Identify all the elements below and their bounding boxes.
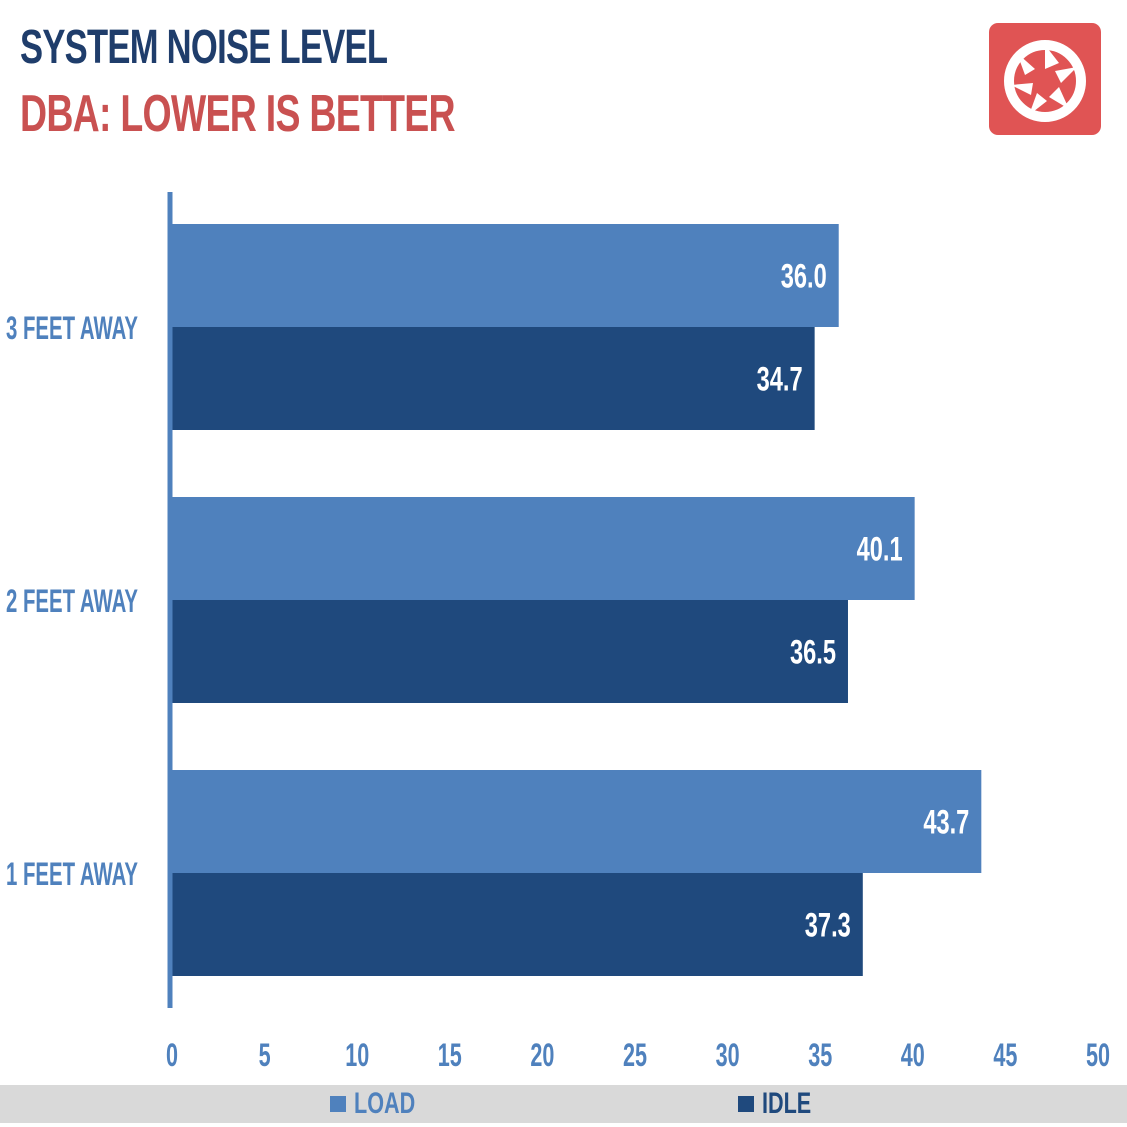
x-tick-label-50: 50 <box>1086 1037 1110 1073</box>
category-label-2-feet-away: 2 FEET AWAY <box>6 583 138 619</box>
legend-label-idle: IDLE <box>762 1087 812 1120</box>
x-tick-label-15: 15 <box>438 1037 462 1073</box>
data-label-load-3-feet-away: 36.0 <box>781 258 827 296</box>
data-label-idle-2-feet-away: 36.5 <box>790 634 836 672</box>
legend-swatch-load <box>330 1096 346 1112</box>
legend-label-load: LOAD <box>354 1087 416 1120</box>
data-label-load-2-feet-away: 40.1 <box>857 531 903 569</box>
x-tick-label-5: 5 <box>259 1037 271 1073</box>
data-label-idle-3-feet-away: 34.7 <box>757 361 803 399</box>
x-tick-label-20: 20 <box>530 1037 554 1073</box>
x-tick-label-45: 45 <box>993 1037 1017 1073</box>
category-label-1-feet-away: 1 FEET AWAY <box>6 856 138 892</box>
bar-load-1-feet-away <box>172 770 982 873</box>
legend-item-idle: IDLE <box>738 1085 830 1123</box>
bar-load-3-feet-away <box>172 224 839 327</box>
category-label-3-feet-away: 3 FEET AWAY <box>6 310 138 346</box>
legend: LOAD IDLE <box>0 1085 1127 1123</box>
legend-item-load: LOAD <box>330 1085 439 1123</box>
chart-subtitle: DBA: LOWER IS BETTER <box>20 85 456 143</box>
bar-load-2-feet-away <box>172 497 915 600</box>
bar-chart: 36.0 34.7 3 FEET AWAY 40.1 36.5 2 FEET AWAY 43… <box>6 192 1110 1073</box>
x-tick-label-10: 10 <box>345 1037 369 1073</box>
chart-title: SYSTEM NOISE LEVEL <box>20 21 388 74</box>
bar-idle-2-feet-away <box>172 600 848 703</box>
x-tick-label-25: 25 <box>623 1037 647 1073</box>
data-label-idle-1-feet-away: 37.3 <box>805 907 851 945</box>
bar-idle-1-feet-away <box>172 873 863 976</box>
x-tick-label-40: 40 <box>901 1037 925 1073</box>
legend-swatch-idle <box>738 1096 754 1112</box>
data-label-load-1-feet-away: 43.7 <box>923 804 969 842</box>
logo-graphic <box>1004 40 1086 122</box>
x-tick-label-0: 0 <box>166 1037 178 1073</box>
camera-aperture-icon <box>989 23 1101 135</box>
x-tick-label-30: 30 <box>716 1037 740 1073</box>
x-tick-label-35: 35 <box>808 1037 832 1073</box>
bar-idle-3-feet-away <box>172 327 815 430</box>
